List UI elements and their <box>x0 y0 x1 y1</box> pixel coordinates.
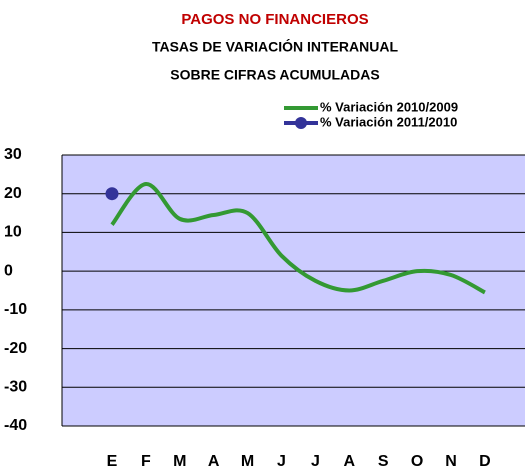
plot-area <box>62 155 525 426</box>
y-tick-label: 10 <box>4 224 22 241</box>
legend-label: % Variación 2010/2009 <box>320 99 458 114</box>
legend-label: % Variación 2011/2010 <box>320 114 457 129</box>
y-tick-label: -40 <box>4 417 27 434</box>
x-tick-label: D <box>479 453 491 470</box>
y-tick-label: -10 <box>4 301 27 318</box>
x-tick-label: A <box>208 453 220 470</box>
x-tick-label: M <box>241 453 254 470</box>
y-tick-label: 0 <box>4 262 13 279</box>
data-point <box>105 187 119 201</box>
y-tick-label: 20 <box>4 185 22 202</box>
x-tick-label: O <box>411 453 423 470</box>
y-tick-label: -20 <box>4 340 27 357</box>
x-tick-label: N <box>445 453 457 470</box>
chart-subtitle: TASAS DE VARIACIÓN INTERANUAL <box>152 38 398 55</box>
x-tick-label: A <box>344 453 356 470</box>
x-tick-label: S <box>378 453 389 470</box>
y-tick-label: -30 <box>4 379 27 396</box>
chart-subtitle: SOBRE CIFRAS ACUMULADAS <box>170 67 379 83</box>
x-tick-label: J <box>277 453 286 470</box>
x-tick-label: J <box>311 453 320 470</box>
data-line <box>110 182 486 295</box>
chart-title: PAGOS NO FINANCIEROS <box>181 11 368 28</box>
x-tick-label: E <box>107 453 118 470</box>
x-tick-label: F <box>141 453 151 470</box>
legend-marker <box>295 117 307 129</box>
x-tick-label: M <box>173 453 186 470</box>
y-tick-label: 30 <box>4 146 22 163</box>
